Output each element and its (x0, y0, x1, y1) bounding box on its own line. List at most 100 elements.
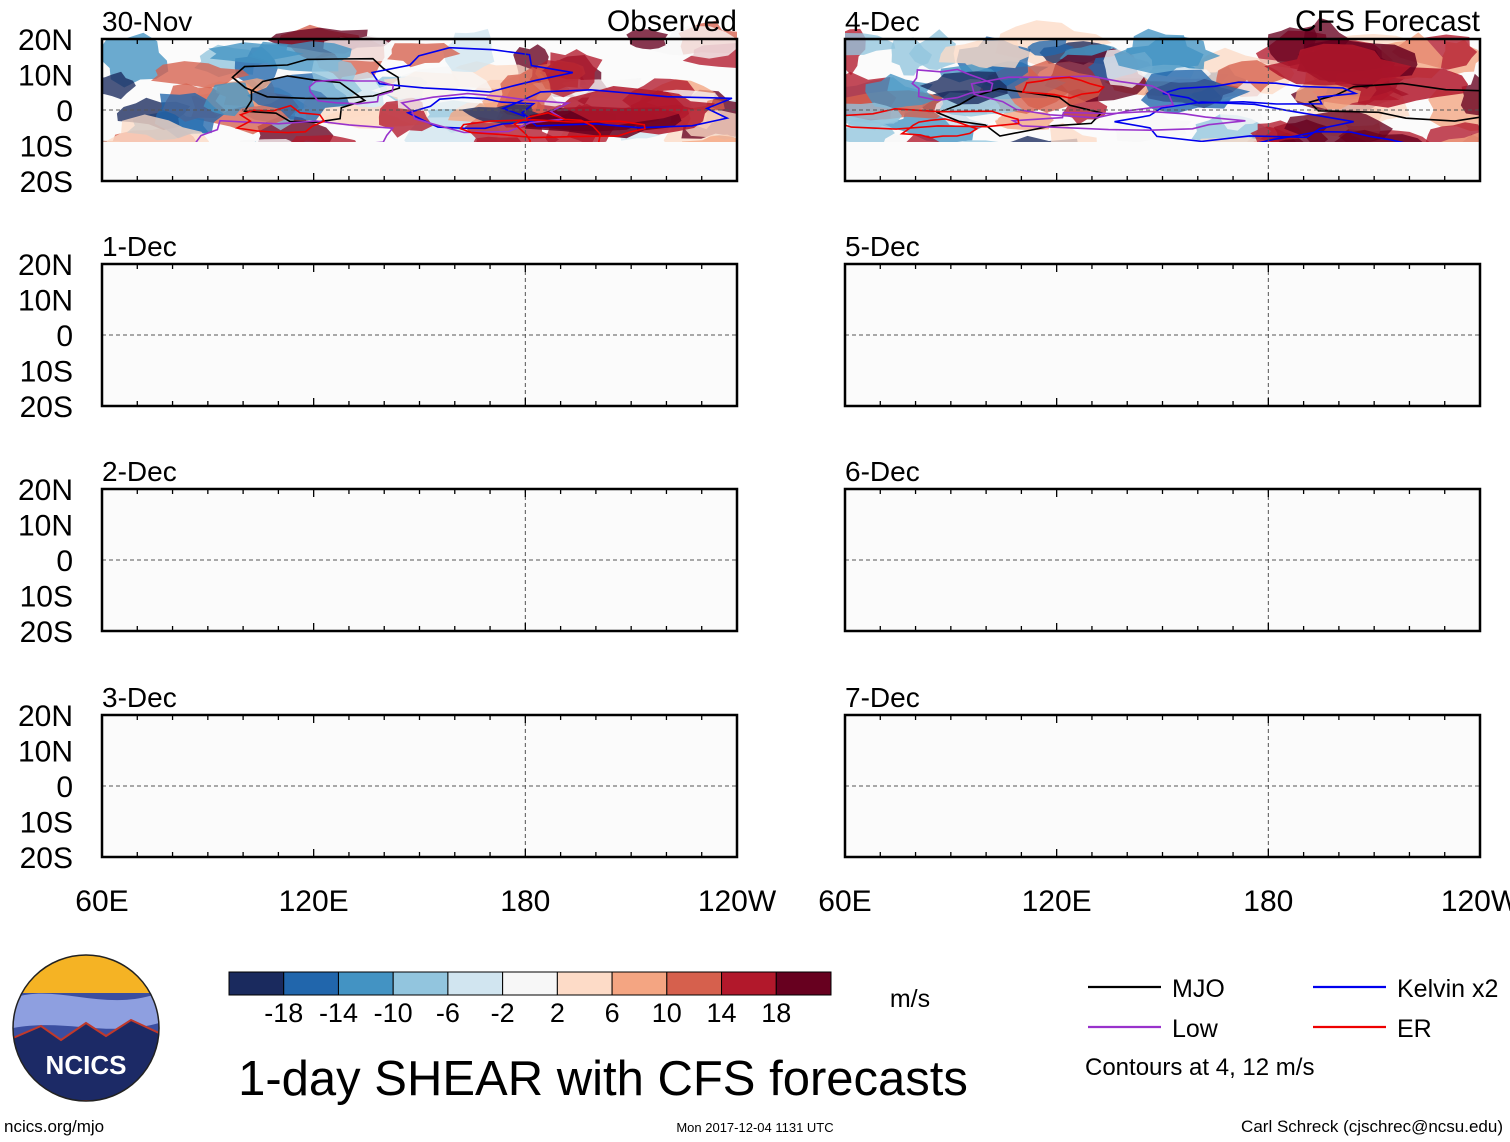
map-panel-7-dec: 7-Dec 60E 120E 180 120W (818, 682, 1510, 918)
shear-cell (473, 136, 522, 142)
lat-tick-label: 20S (20, 616, 73, 649)
shear-cell (1219, 80, 1264, 131)
contour-kelvin-x2 (501, 88, 733, 129)
lon-tick-label: 60E (818, 885, 871, 918)
panel-date-label: 2-Dec (102, 456, 177, 487)
panel-date-label: 4-Dec (845, 6, 920, 37)
contour-low (970, 75, 1175, 119)
panel-date-label: 7-Dec (845, 682, 920, 713)
shear-cell (240, 139, 293, 142)
shear-cell (102, 71, 136, 100)
colorbar-level-label: -6 (436, 998, 460, 1028)
colorbar-swatch (775, 971, 832, 996)
lat-tick-label: 10S (20, 131, 73, 164)
lat-tick-label: 20N (18, 249, 73, 282)
shear-core (1264, 43, 1412, 86)
panel-date-label: 30-Nov (102, 6, 192, 37)
panel-date-label: 6-Dec (845, 456, 920, 487)
colorbar-level-label: -18 (264, 998, 303, 1028)
lat-tick-label: 10S (20, 581, 73, 614)
colorbar-level-label: -14 (319, 998, 358, 1028)
lat-tick-label: 0 (56, 771, 73, 804)
legend-note: Contours at 4, 12 m/s (1085, 1054, 1314, 1081)
shear-cell (151, 61, 250, 89)
colorbar-level-label: 14 (707, 998, 737, 1028)
contour-kelvin-x2 (405, 96, 536, 130)
lat-tick-label: 10S (20, 356, 73, 389)
panel-date-label: 1-Dec (102, 231, 177, 262)
shear-cell (652, 26, 737, 59)
lat-tick-label: 20S (20, 166, 73, 199)
shear-cell (203, 82, 255, 117)
colorbar-swatch (228, 971, 285, 996)
contour-er (1021, 76, 1106, 99)
colorbar-level-label: -10 (374, 998, 413, 1028)
colorbar-swatch (666, 971, 723, 996)
shear-cell (1460, 73, 1480, 116)
contour-low (911, 68, 994, 102)
shear-cell (106, 114, 210, 142)
lat-tick-label: 20S (20, 391, 73, 424)
colorbar-swatch (502, 971, 558, 996)
panel-grid: 30-Nov Observed20N10N010S20S1-Dec20N10N01… (18, 5, 1510, 918)
shear-cell (1112, 111, 1192, 142)
contour-er (234, 104, 326, 134)
colorbar: -18 -14 -10 -6 -2 2 6 10 14 18 (228, 971, 832, 1028)
lat-tick-label: 0 (56, 95, 73, 128)
shear-cell (906, 135, 940, 142)
lon-tick-label: 60E (75, 885, 128, 918)
lon-tick-label: 120E (1022, 885, 1092, 918)
lat-tick-label: 0 (56, 320, 73, 353)
colorbar-swatch (721, 971, 777, 996)
contour-kelvin-x2 (1114, 101, 1354, 142)
contour-low (308, 79, 395, 105)
map-panel-5-dec: 5-Dec (843, 231, 1482, 408)
colorbar-level-label: -2 (491, 998, 515, 1028)
contour-low (400, 92, 572, 134)
shear-cell (208, 42, 304, 64)
shear-cell (461, 104, 543, 125)
colorbar-level-label: 2 (550, 998, 565, 1028)
shear-cell (682, 134, 737, 142)
lat-tick-label: 10N (18, 736, 73, 769)
shear-cell (938, 39, 1036, 73)
lat-tick-label: 10N (18, 60, 73, 93)
lat-tick-label: 10N (18, 285, 73, 318)
legend-label: ER (1397, 1015, 1432, 1043)
lon-tick-label: 120E (279, 885, 349, 918)
panel-date-label: 3-Dec (102, 682, 177, 713)
contour-low (1010, 110, 1246, 132)
lat-tick-label: 10N (18, 510, 73, 543)
colorbar-swatch (337, 971, 394, 996)
ncics-logo: NCICS (12, 954, 160, 1102)
logo-art (13, 955, 159, 1101)
map-panel-6-dec: 6-Dec (843, 456, 1482, 633)
chart-title: 1-day SHEAR with CFS forecasts (238, 1052, 968, 1106)
shear-cell (962, 140, 999, 142)
shear-field (102, 20, 737, 142)
lat-tick-label: 20S (20, 842, 73, 875)
panel-date-label: 5-Dec (845, 231, 920, 262)
lon-tick-label: 120W (698, 885, 777, 918)
contour-mjo (243, 75, 367, 124)
contour-mjo (1308, 82, 1480, 122)
footer-url: ncics.org/mjo (4, 1117, 104, 1136)
colorbar-level-label: 6 (605, 998, 620, 1028)
contour-mjo (231, 57, 401, 100)
colorbar-swatch (392, 971, 449, 996)
map-panel-4-dec: 4-Dec CFS Forecast (843, 5, 1482, 183)
contour-kelvin-x2 (370, 46, 573, 93)
contour-er (845, 107, 1020, 130)
shear-cell (290, 135, 357, 142)
shear-cell (1114, 28, 1204, 77)
shear-cell (1197, 137, 1272, 142)
column-title-forecast: CFS Forecast (1295, 5, 1481, 38)
logo-text: NCICS (46, 1050, 127, 1080)
shear-cell (865, 73, 936, 109)
footer-author: Carl Schreck (cjschrec@ncsu.edu) (1241, 1117, 1503, 1136)
colorbar-swatch (611, 971, 668, 996)
